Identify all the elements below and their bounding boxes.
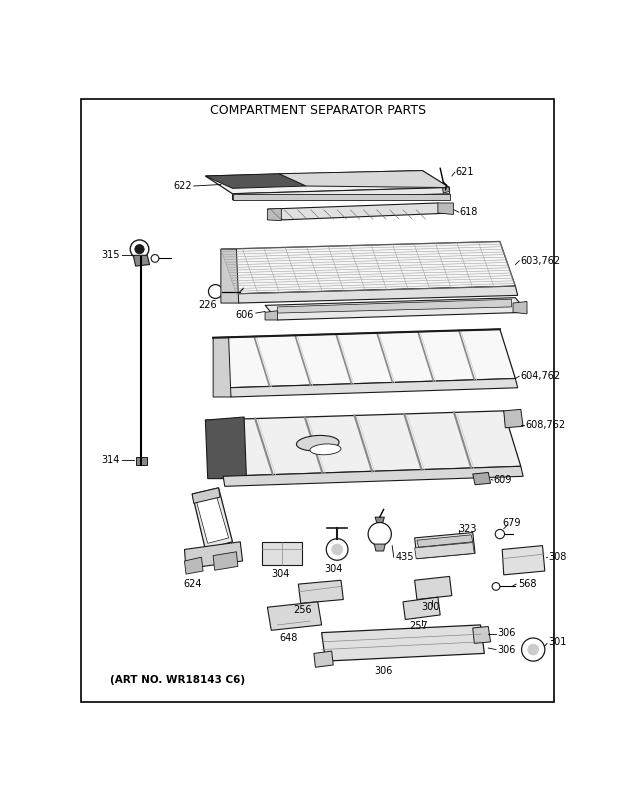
Polygon shape [472,473,490,485]
Polygon shape [443,187,450,193]
Polygon shape [417,534,472,547]
Polygon shape [438,203,453,215]
Text: 308: 308 [548,552,566,562]
Polygon shape [221,249,239,303]
Polygon shape [205,170,450,193]
Polygon shape [136,457,148,465]
Ellipse shape [310,444,341,455]
Polygon shape [192,488,220,504]
Polygon shape [472,626,490,643]
Circle shape [135,244,144,254]
Polygon shape [374,544,385,551]
Text: 621: 621 [456,167,474,177]
Text: 257: 257 [409,622,428,631]
Polygon shape [415,542,474,559]
Polygon shape [265,297,527,320]
Text: 603,762: 603,762 [521,255,561,266]
Circle shape [528,644,539,655]
Polygon shape [322,625,484,661]
Polygon shape [415,533,475,559]
Polygon shape [185,542,242,569]
Text: 608,762: 608,762 [526,419,565,430]
Text: 306: 306 [497,627,516,638]
Polygon shape [213,338,231,397]
Polygon shape [192,488,232,550]
Text: 624: 624 [183,579,202,589]
Polygon shape [267,209,281,220]
Text: 648: 648 [279,633,298,643]
Polygon shape [223,466,523,486]
Text: 315: 315 [102,251,120,260]
Polygon shape [314,651,334,667]
Text: 306: 306 [497,645,516,654]
Text: 606: 606 [236,309,254,320]
Polygon shape [265,311,278,320]
Text: COMPARTMENT SEPARATOR PARTS: COMPARTMENT SEPARATOR PARTS [210,104,426,117]
Polygon shape [513,301,527,314]
Text: 622: 622 [174,181,192,191]
Polygon shape [278,299,512,313]
Polygon shape [229,378,518,397]
Polygon shape [205,417,247,479]
Text: 300: 300 [421,602,440,612]
Polygon shape [232,193,450,200]
Text: 618: 618 [459,207,478,217]
Text: 304: 304 [272,569,290,579]
Text: 609: 609 [494,475,512,485]
Polygon shape [239,286,247,291]
Polygon shape [267,602,322,630]
Text: 256: 256 [293,604,312,615]
Text: (ART NO. WR18143 C6): (ART NO. WR18143 C6) [110,676,245,685]
Text: 304: 304 [324,564,342,573]
Polygon shape [232,188,450,200]
Polygon shape [133,255,149,266]
Circle shape [332,544,342,555]
Text: 306: 306 [374,666,393,676]
Polygon shape [236,286,518,303]
Polygon shape [267,203,453,220]
Text: 314: 314 [102,455,120,465]
Polygon shape [415,577,452,600]
Text: eReplacementParts.com: eReplacementParts.com [241,419,394,433]
Polygon shape [205,411,521,477]
Polygon shape [502,546,545,575]
Polygon shape [298,580,343,603]
Polygon shape [213,552,238,570]
Polygon shape [221,241,515,294]
Text: 435: 435 [396,552,414,562]
Polygon shape [185,557,203,574]
Text: 301: 301 [549,637,567,647]
Polygon shape [279,170,450,188]
Text: 323: 323 [459,523,477,534]
Text: 679: 679 [502,519,521,528]
Polygon shape [195,492,229,543]
Polygon shape [375,517,384,523]
Ellipse shape [296,435,339,451]
Polygon shape [403,597,440,619]
Polygon shape [503,409,523,427]
Polygon shape [213,329,515,388]
Polygon shape [262,542,303,565]
Text: 568: 568 [518,579,536,589]
Polygon shape [205,174,306,188]
Text: 226: 226 [198,300,217,309]
Text: 604,762: 604,762 [521,371,561,381]
